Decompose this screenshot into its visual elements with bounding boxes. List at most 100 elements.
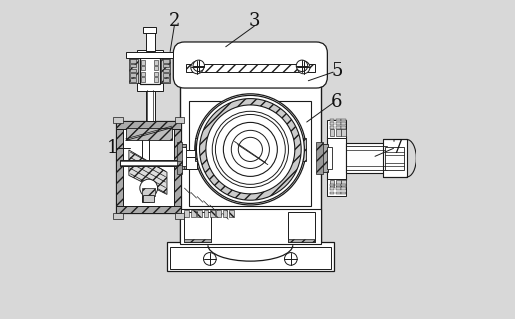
Text: 7: 7: [391, 139, 403, 157]
Bar: [154, 60, 158, 64]
Bar: [167, 242, 334, 271]
Bar: [341, 188, 346, 190]
Text: 2: 2: [168, 12, 180, 30]
Bar: [180, 150, 183, 163]
Bar: [222, 210, 227, 217]
Bar: [130, 78, 135, 82]
Bar: [316, 142, 322, 174]
Bar: [180, 157, 197, 169]
Bar: [116, 122, 181, 129]
Circle shape: [238, 137, 263, 161]
Bar: [161, 59, 170, 83]
Bar: [170, 247, 331, 269]
Bar: [341, 119, 346, 122]
Bar: [327, 147, 332, 169]
Bar: [330, 188, 334, 190]
Text: 3: 3: [249, 12, 260, 30]
Bar: [336, 192, 341, 195]
Circle shape: [140, 179, 158, 197]
Bar: [175, 213, 184, 219]
Bar: [137, 83, 163, 91]
Bar: [137, 50, 163, 58]
Bar: [346, 143, 387, 173]
Circle shape: [193, 60, 204, 71]
Circle shape: [224, 122, 278, 176]
Bar: [146, 90, 154, 122]
Bar: [336, 119, 341, 122]
Bar: [186, 64, 315, 72]
Bar: [130, 64, 135, 67]
Bar: [184, 212, 212, 242]
Bar: [336, 180, 341, 187]
Bar: [336, 184, 341, 187]
Bar: [116, 129, 123, 205]
Bar: [141, 71, 145, 76]
Bar: [179, 144, 186, 169]
Bar: [189, 101, 312, 205]
Bar: [154, 66, 158, 70]
Circle shape: [284, 253, 297, 265]
Bar: [383, 139, 407, 177]
Bar: [126, 128, 171, 140]
Circle shape: [206, 105, 295, 194]
Bar: [129, 59, 139, 83]
Circle shape: [191, 61, 203, 74]
Bar: [113, 213, 123, 219]
Bar: [330, 119, 334, 122]
Text: 1: 1: [106, 139, 118, 157]
Bar: [126, 51, 174, 58]
Text: 5: 5: [331, 62, 342, 79]
Bar: [130, 59, 135, 63]
Bar: [116, 205, 181, 213]
Bar: [336, 188, 341, 190]
Bar: [330, 122, 334, 125]
Bar: [330, 180, 334, 187]
Bar: [216, 210, 221, 217]
Bar: [180, 150, 196, 163]
Bar: [330, 184, 334, 187]
Bar: [141, 60, 145, 64]
Bar: [163, 78, 169, 82]
Bar: [175, 117, 184, 123]
Bar: [142, 188, 155, 196]
Bar: [191, 210, 196, 217]
Bar: [336, 126, 341, 129]
Bar: [141, 77, 145, 82]
Bar: [142, 129, 149, 202]
Bar: [116, 122, 181, 213]
Bar: [143, 196, 154, 202]
Bar: [163, 59, 169, 63]
Bar: [336, 122, 341, 125]
Bar: [180, 209, 321, 244]
Bar: [203, 210, 208, 217]
Bar: [113, 117, 123, 123]
Bar: [288, 239, 315, 242]
Bar: [146, 32, 154, 50]
Bar: [154, 77, 158, 82]
Bar: [330, 129, 334, 136]
Bar: [121, 160, 182, 166]
Bar: [341, 126, 346, 129]
Text: 6: 6: [331, 93, 342, 111]
Bar: [130, 73, 135, 77]
Bar: [184, 239, 212, 242]
Bar: [180, 157, 184, 169]
Bar: [178, 142, 182, 174]
Bar: [385, 147, 404, 170]
Bar: [174, 129, 181, 205]
Bar: [143, 27, 157, 33]
Circle shape: [215, 115, 285, 184]
Bar: [180, 75, 321, 244]
Bar: [341, 192, 346, 195]
Circle shape: [297, 61, 310, 74]
Bar: [163, 73, 169, 77]
Bar: [328, 179, 347, 196]
Bar: [154, 71, 158, 76]
Bar: [210, 210, 215, 217]
Bar: [328, 136, 347, 180]
Circle shape: [212, 111, 288, 188]
Bar: [197, 210, 202, 217]
Circle shape: [196, 95, 304, 204]
Polygon shape: [129, 150, 167, 195]
Bar: [341, 184, 346, 187]
